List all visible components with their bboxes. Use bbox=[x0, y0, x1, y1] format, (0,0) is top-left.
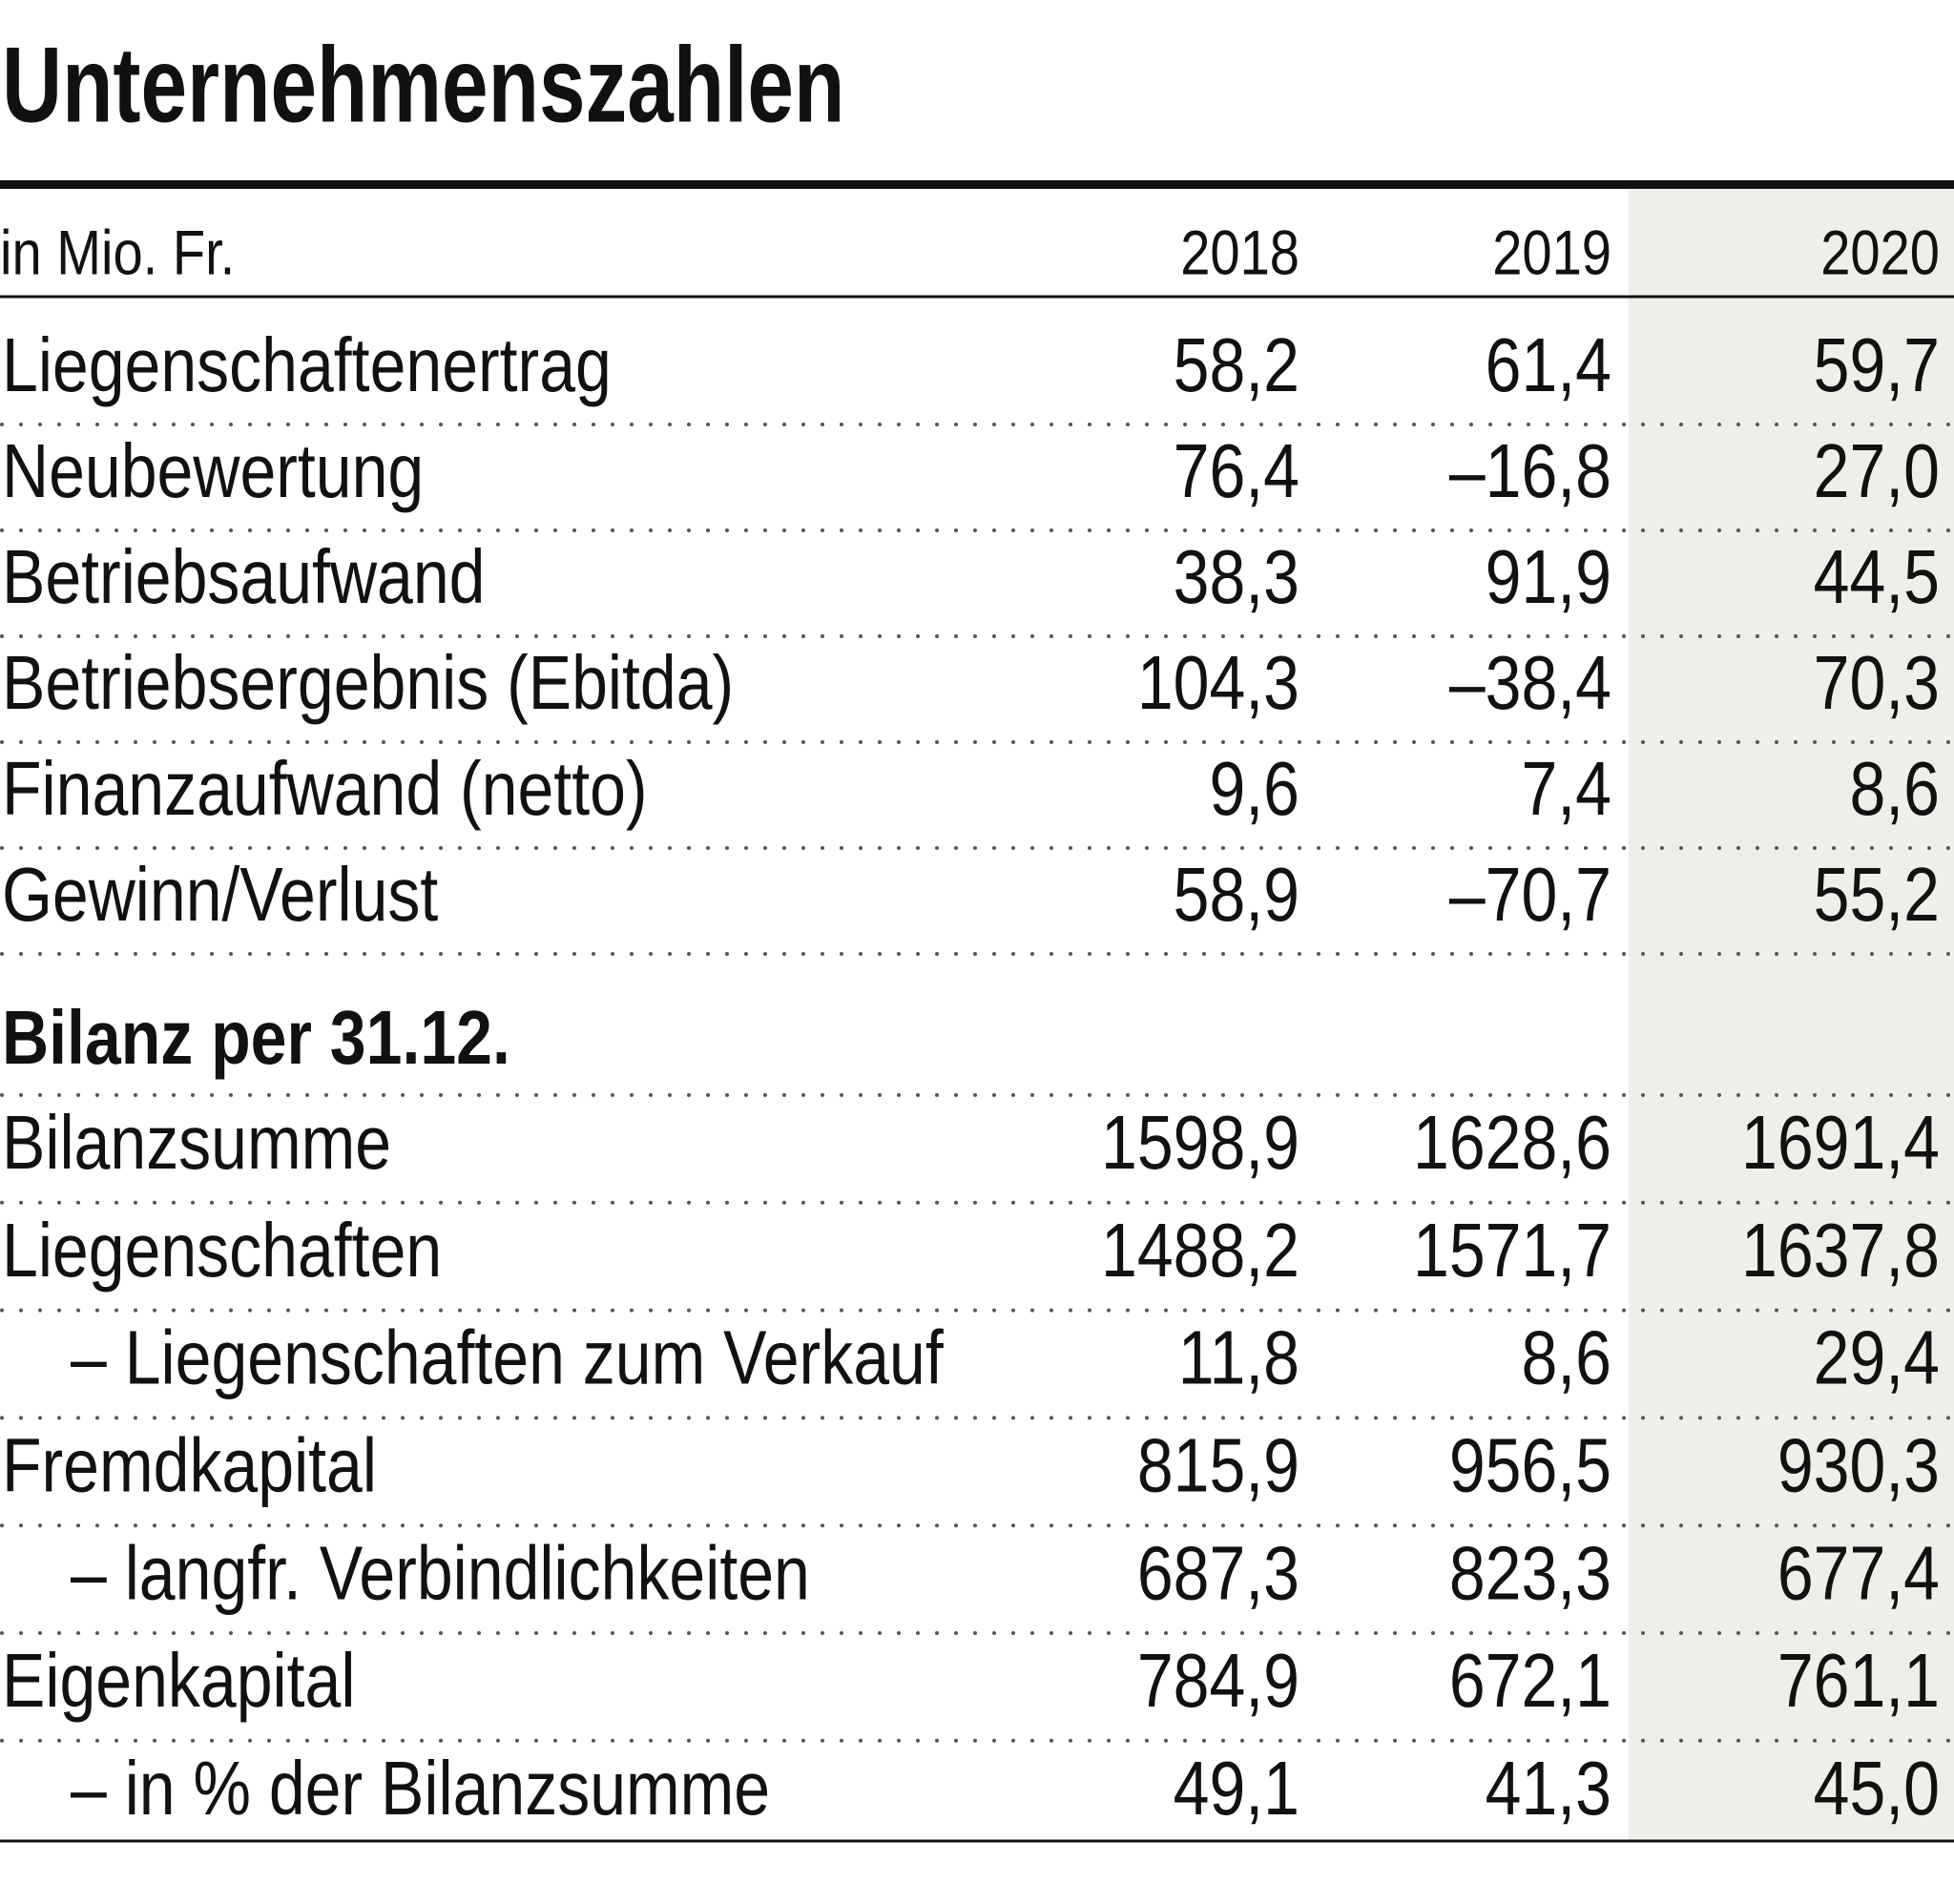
cell-value: 8,6 bbox=[1849, 746, 1940, 831]
cell-value: 687,3 bbox=[1137, 1530, 1299, 1615]
title: Unternehmenszahlen bbox=[2, 26, 844, 145]
cell-value: 823,3 bbox=[1449, 1530, 1611, 1615]
cell-value: 104,3 bbox=[1137, 640, 1299, 725]
row-label: Betriebsaufwand bbox=[2, 534, 486, 619]
unit-label: in Mio. Fr. bbox=[0, 217, 235, 287]
cell-value: 1628,6 bbox=[1413, 1100, 1611, 1185]
top-rule bbox=[0, 180, 1954, 189]
row-label: Liegenschaftenertrag bbox=[2, 322, 612, 407]
cell-value: 59,7 bbox=[1814, 322, 1940, 407]
row-label: Neubewertung bbox=[2, 428, 424, 513]
cell-value: 70,3 bbox=[1814, 640, 1940, 725]
column-header: 2020 bbox=[1820, 217, 1940, 287]
cell-value: 1598,9 bbox=[1101, 1100, 1299, 1185]
row-label: Gewinn/Verlust bbox=[2, 852, 439, 937]
row-label: Betriebsergebnis (Ebitda) bbox=[2, 640, 734, 725]
cell-value: 45,0 bbox=[1814, 1746, 1940, 1831]
column-header: 2019 bbox=[1492, 217, 1611, 287]
cell-value: 41,3 bbox=[1486, 1746, 1611, 1831]
row-label: – Liegenschaften zum Verkauf bbox=[71, 1315, 944, 1400]
cell-value: 1488,2 bbox=[1101, 1208, 1299, 1293]
cell-value: 784,9 bbox=[1137, 1638, 1299, 1723]
cell-value: 815,9 bbox=[1137, 1422, 1299, 1507]
cell-value: 677,4 bbox=[1777, 1530, 1940, 1615]
cell-value: –38,4 bbox=[1449, 640, 1611, 725]
cell-value: 38,3 bbox=[1174, 534, 1299, 619]
cell-value: 58,2 bbox=[1174, 322, 1299, 407]
cell-value: 44,5 bbox=[1814, 534, 1940, 619]
row-label: Fremdkapital bbox=[2, 1422, 377, 1507]
section-heading: Bilanz per 31.12. bbox=[2, 995, 510, 1080]
cell-value: 761,1 bbox=[1777, 1638, 1940, 1723]
cell-value: 672,1 bbox=[1449, 1638, 1611, 1723]
cell-value: 8,6 bbox=[1521, 1315, 1611, 1400]
row-label: – in % der Bilanzsumme bbox=[71, 1746, 770, 1831]
column-header: 2018 bbox=[1180, 217, 1299, 287]
cell-value: 55,2 bbox=[1814, 852, 1940, 937]
cell-value: 956,5 bbox=[1449, 1422, 1611, 1507]
cell-value: 11,8 bbox=[1178, 1315, 1299, 1400]
cell-value: 29,4 bbox=[1814, 1315, 1940, 1400]
row-label: Eigenkapital bbox=[2, 1638, 355, 1723]
highlight-column bbox=[1629, 187, 1954, 1841]
cell-value: 61,4 bbox=[1486, 322, 1611, 407]
row-label: Liegenschaften bbox=[2, 1208, 442, 1293]
cell-value: 7,4 bbox=[1521, 746, 1611, 831]
table-content: Unternehmenszahlen in Mio. Fr. 2018 2019 202… bbox=[0, 26, 1954, 1831]
row-label: Bilanzsumme bbox=[2, 1100, 391, 1185]
cell-value: 1571,7 bbox=[1413, 1208, 1611, 1293]
cell-value: –16,8 bbox=[1449, 428, 1611, 513]
cell-value: 58,9 bbox=[1174, 852, 1299, 937]
cell-value: 1691,4 bbox=[1741, 1100, 1940, 1185]
cell-value: 76,4 bbox=[1174, 428, 1299, 513]
row-label: Finanzaufwand (netto) bbox=[2, 746, 648, 831]
cell-value: 1637,8 bbox=[1741, 1208, 1940, 1293]
row-label: – langfr. Verbindlichkeiten bbox=[71, 1530, 810, 1615]
cell-value: 930,3 bbox=[1777, 1422, 1940, 1507]
cell-value: 9,6 bbox=[1209, 746, 1299, 831]
cell-value: 91,9 bbox=[1486, 534, 1611, 619]
cell-value: 27,0 bbox=[1814, 428, 1940, 513]
cell-value: 49,1 bbox=[1174, 1746, 1299, 1831]
cell-value: –70,7 bbox=[1449, 852, 1611, 937]
